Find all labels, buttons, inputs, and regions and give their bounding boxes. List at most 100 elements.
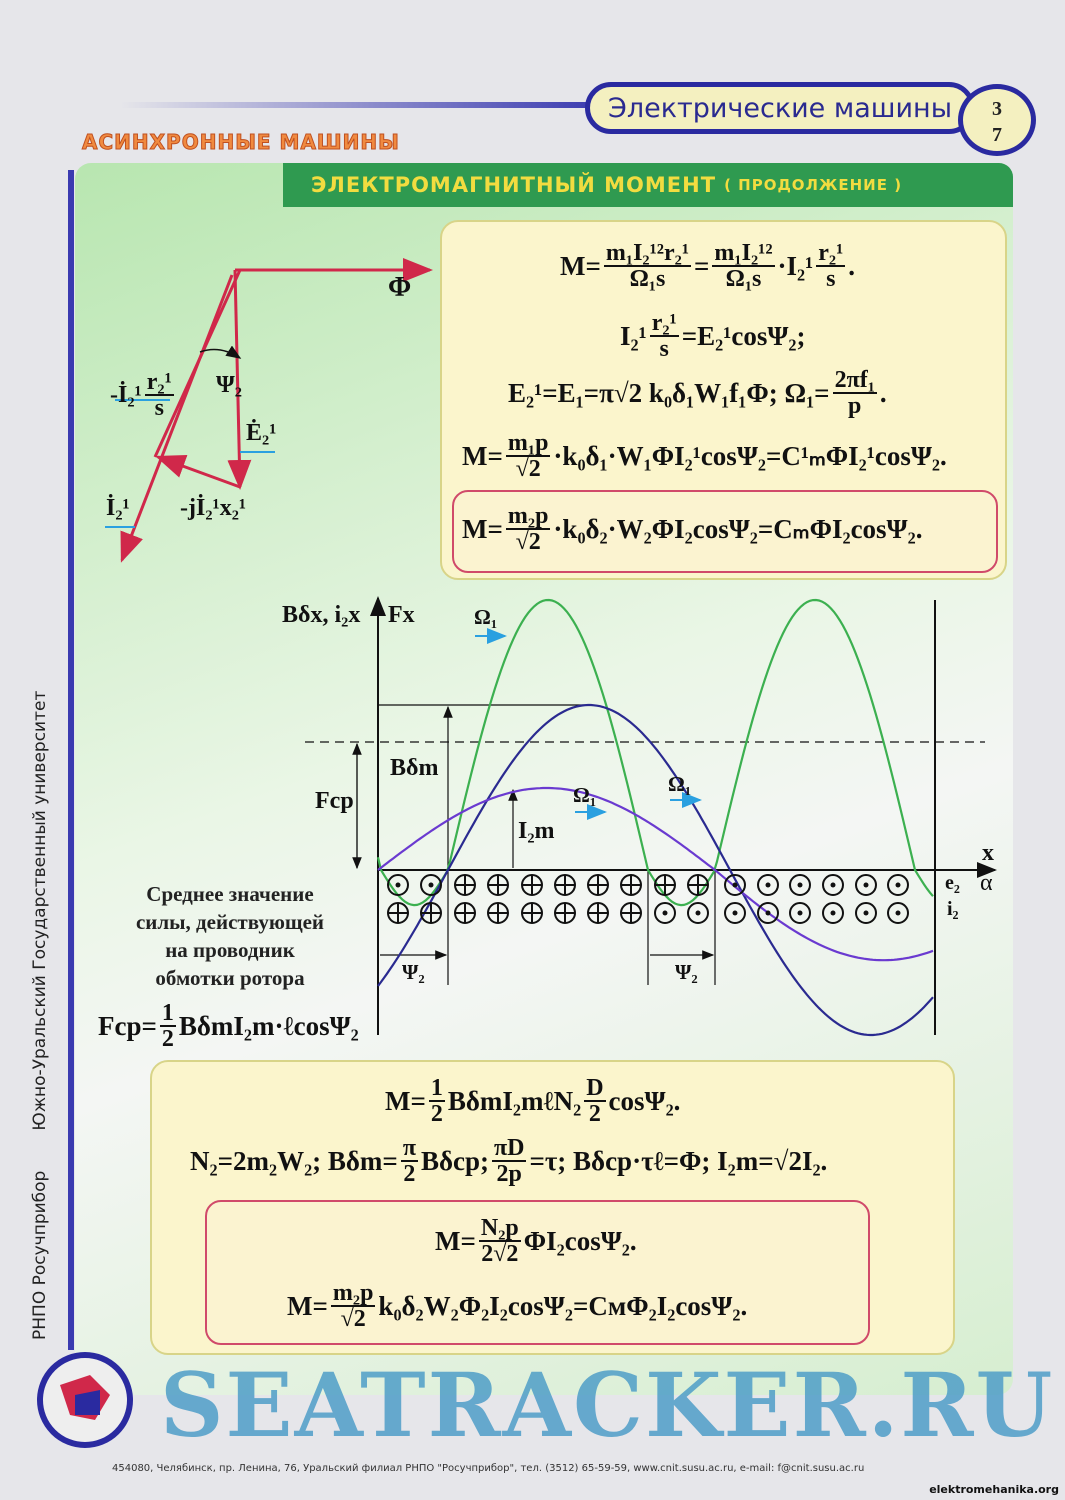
description-line: на проводник	[165, 938, 295, 962]
numerator: 2πf₁	[832, 367, 877, 394]
conductor-dot-center	[732, 910, 738, 916]
conductor-dot-center	[662, 910, 668, 916]
denominator: 2	[430, 1101, 443, 1127]
denominator: s	[826, 266, 836, 292]
numerator: r₂¹	[816, 240, 846, 267]
bmax-label: Bδm	[390, 755, 439, 781]
section-title: АСИНХРОННЫЕ МАШИНЫ	[82, 130, 400, 155]
conductor-dot-center	[428, 882, 434, 888]
conductor-dot-center	[695, 910, 701, 916]
conductor-plus-cross	[522, 903, 542, 923]
i2-label: İ₂¹	[106, 495, 130, 521]
conductor-plus-cross	[455, 875, 475, 895]
imax-label: I₂m	[518, 818, 555, 844]
conductor-dot-icon	[822, 874, 844, 896]
denominator: 2	[403, 1161, 416, 1187]
minus-i2-text: -İ₂¹	[110, 381, 142, 408]
description: Среднее значение силы, действующей на пр…	[100, 880, 360, 992]
formula-text: k₀δ₂W₂Φ₂I₂cosΨ₂=CмΦ₂I₂cosΨ₂.	[378, 1290, 748, 1321]
denominator: 2	[588, 1101, 601, 1127]
conductor-plus-cross	[488, 875, 508, 895]
conductor-plus-cross	[555, 875, 575, 895]
formula: M= 1 2 BδmI₂mℓN₂ D 2 cosΨ₂.	[385, 1076, 680, 1126]
fraction: r₂¹ s	[816, 240, 846, 292]
watermark: SEATRACKER.RU	[160, 1353, 1055, 1457]
i2-vector	[120, 274, 234, 563]
favg-label: Fср	[315, 788, 354, 814]
minus-i2-label: -İ₂¹ r₂¹ s	[110, 370, 177, 420]
book-title: Электрические машины	[585, 82, 975, 134]
denominator: √2	[515, 529, 541, 555]
numerator: 1	[428, 1075, 445, 1102]
numerator: r₂¹	[144, 369, 174, 396]
formula-text: Fср=	[98, 1010, 157, 1041]
conductor-plus-cross	[522, 875, 542, 895]
denominator: 2√2	[481, 1241, 519, 1267]
result-box-top	[452, 490, 998, 573]
denominator: Ω₁s	[725, 266, 762, 292]
formula-text: =τ; Bδср·τℓ=Φ; I₂m=√2I₂.	[529, 1145, 828, 1176]
numerator: 1	[159, 1000, 176, 1027]
conductor-dot-icon	[724, 902, 746, 924]
fraction: πD 2p	[491, 1135, 527, 1186]
e2-row-label: e₂	[945, 872, 960, 894]
formula-text: M=	[435, 1225, 476, 1256]
denominator: 2	[161, 1026, 174, 1052]
numerator: N₂p	[478, 1215, 521, 1242]
formula: M= m₂p √2 k₀δ₂W₂Φ₂I₂cosΨ₂=CмΦ₂I₂cosΨ₂.	[287, 1281, 747, 1331]
numerator: r₂¹	[649, 310, 679, 337]
conductor-dot-icon	[757, 874, 779, 896]
denominator: √2	[515, 456, 541, 482]
formula-text: M=	[385, 1085, 426, 1116]
conductor-dot-center	[765, 910, 771, 916]
conductor-dot-center	[830, 882, 836, 888]
formula: I₂¹ r₂¹ s =E₂¹cosΨ₂;	[620, 311, 805, 361]
conductor-dot-icon	[687, 902, 709, 924]
psi-label: Ψ₂	[216, 372, 242, 398]
conductor-plus-cross	[588, 903, 608, 923]
formula-text: cosΨ₂.	[608, 1085, 681, 1116]
x-label: x	[982, 840, 994, 866]
conductor-plus-cross	[388, 903, 408, 923]
formula-text: M=	[462, 440, 503, 471]
fraction: m₁I₂¹² Ω₁s	[712, 241, 775, 292]
conductor-dot-center	[830, 910, 836, 916]
numerator: πD	[491, 1135, 527, 1162]
conductor-dot-icon	[387, 874, 409, 896]
jx-label: -jİ₂¹x₂¹	[180, 495, 247, 521]
publisher-logo	[37, 1352, 133, 1448]
formula: M= m₁I₂¹²r₂¹ Ω₁s = m₁I₂¹² Ω₁s ·I₂¹ r₂¹ s.	[560, 241, 855, 291]
denominator: Ω₁s	[629, 266, 666, 292]
fraction: m₁p √2	[505, 430, 551, 482]
conductor-dot-center	[895, 882, 901, 888]
site-label: elektromehanika.org	[929, 1483, 1059, 1496]
formula-text: E₂¹=E₁=π√2 k₀δ₁W₁f₁Φ; Ω₁=	[508, 377, 830, 408]
curve-force-green	[376, 598, 934, 907]
denominator: √2	[340, 1306, 366, 1332]
conductor-dot-icon	[789, 902, 811, 924]
left-border	[68, 170, 74, 1350]
numerator: π	[400, 1135, 418, 1162]
psi-left-label: Ψ₂	[402, 960, 425, 984]
conductor-plus-cross	[455, 903, 475, 923]
denominator: s	[154, 395, 164, 421]
formula-text: M=	[287, 1290, 328, 1321]
numerator: m₁p	[505, 430, 551, 457]
conductor-dot-icon	[420, 874, 442, 896]
description-line: силы, действующей	[135, 910, 325, 934]
topic-suffix: ( ПРОДОЛЖЕНИЕ )	[724, 176, 903, 194]
conductor-dot-icon	[822, 902, 844, 924]
fraction: r₂¹ s	[649, 310, 679, 361]
formula-text: I₂¹	[620, 320, 647, 351]
e2-label: Ė₂¹	[246, 420, 277, 446]
conductor-plus-cross	[555, 903, 575, 923]
f-axis-label: Fx	[388, 602, 415, 628]
conductor-plus-cross	[621, 875, 641, 895]
omega-label: Ω₁	[668, 772, 692, 796]
formula-text: ΦI₂cosΨ₂.	[523, 1225, 637, 1256]
conductor-plus-cross	[655, 875, 675, 895]
formula-text: Bδср;	[420, 1145, 489, 1176]
fraction: N₂p 2√2	[478, 1215, 521, 1267]
